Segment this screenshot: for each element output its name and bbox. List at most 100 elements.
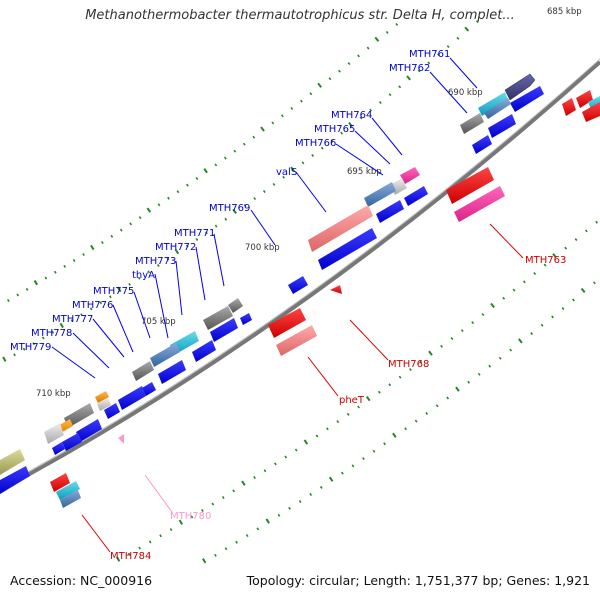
label-mth762[interactable]: MTH762 <box>389 63 430 74</box>
tick-mark <box>211 502 215 506</box>
tick-mark <box>59 322 64 329</box>
label-mth784[interactable]: MTH784 <box>110 551 151 562</box>
gene-mth762-b[interactable] <box>484 98 511 119</box>
tick-mark <box>533 272 537 275</box>
tick-mark <box>475 20 479 24</box>
tick-mark <box>414 419 418 423</box>
label-mth763[interactable]: MTH763 <box>525 255 566 266</box>
tick-mark <box>235 540 238 544</box>
gene-mth763[interactable] <box>446 167 494 204</box>
gene-phet[interactable] <box>268 308 306 338</box>
label-mth769[interactable]: MTH769 <box>209 203 250 214</box>
gene-mth778[interactable] <box>104 403 120 419</box>
gene-mth777[interactable] <box>118 386 146 410</box>
label-mth778[interactable]: MTH778 <box>31 328 72 339</box>
tick-mark <box>336 420 340 424</box>
gene-mth771-b[interactable] <box>240 313 252 325</box>
gene-mth772[interactable] <box>203 306 233 330</box>
tick-mark <box>543 263 547 267</box>
tick-mark <box>340 131 344 135</box>
gene-vals[interactable] <box>308 205 373 252</box>
tick-mark <box>464 26 470 32</box>
gene-blue-710-b[interactable] <box>62 433 82 451</box>
label-mth779[interactable]: MTH779 <box>10 342 51 353</box>
gene-blue-690-b[interactable] <box>472 135 492 154</box>
tick-mark <box>185 244 189 248</box>
gene-mth761-b[interactable] <box>510 86 544 112</box>
gene-mth775[interactable] <box>132 361 154 381</box>
gene-mth769[interactable] <box>288 276 308 294</box>
gene-gray-710-a[interactable] <box>64 403 94 428</box>
gene-mth780[interactable] <box>118 434 124 444</box>
label-mth775[interactable]: MTH775 <box>93 286 134 297</box>
tick-mark <box>157 264 160 268</box>
tick-mark <box>530 332 534 336</box>
gene-red-edge-b[interactable] <box>576 90 593 108</box>
gene-mth766[interactable] <box>364 182 396 207</box>
gene-mth784-c[interactable] <box>60 490 81 508</box>
label-phet[interactable]: pheT <box>339 395 365 406</box>
label-mth764[interactable]: MTH764 <box>331 110 372 121</box>
gene-blue-690-a[interactable] <box>488 114 516 138</box>
tick-mark <box>446 396 450 400</box>
gene-blue-705-c[interactable] <box>158 360 186 384</box>
gene-olive-edge[interactable] <box>0 449 25 475</box>
label-mth773[interactable]: MTH773 <box>135 256 176 267</box>
tick-mark <box>241 480 246 486</box>
tick-mark <box>137 276 141 280</box>
gene-light-710[interactable] <box>44 423 64 444</box>
gene-mth764[interactable] <box>400 167 420 184</box>
gene-blue-695-a[interactable] <box>404 186 428 206</box>
gene-mth784-b[interactable] <box>56 481 80 500</box>
tick-mark <box>404 427 408 431</box>
tick-mark <box>253 476 256 480</box>
tick-mark <box>425 412 429 415</box>
gene-phet-b[interactable] <box>276 325 317 356</box>
tick-mark <box>157 203 161 207</box>
tick-mark <box>32 342 35 346</box>
label-mth766[interactable]: MTH766 <box>295 138 336 149</box>
tick-mark <box>317 82 322 88</box>
gene-red-edge-c[interactable] <box>582 102 600 122</box>
gene-mth768[interactable] <box>330 285 342 294</box>
gene-blue-edge[interactable] <box>0 466 30 494</box>
gene-thya[interactable] <box>150 343 180 367</box>
tick-mark <box>572 298 575 302</box>
gene-blue-705-a[interactable] <box>210 318 238 342</box>
gene-mth779[interactable] <box>95 391 109 403</box>
gene-mth784[interactable] <box>50 473 70 492</box>
gene-mth761[interactable] <box>504 73 536 101</box>
gene-mth763-b[interactable] <box>454 186 505 222</box>
gene-mth771[interactable] <box>228 298 243 313</box>
label-mth761[interactable]: MTH761 <box>409 49 450 60</box>
label-vals[interactable]: valS <box>276 167 297 178</box>
tick-mark <box>205 231 208 235</box>
tick-mark <box>63 264 67 268</box>
gene-blue-710-c[interactable] <box>52 442 65 455</box>
label-thya[interactable]: thyA <box>132 270 155 281</box>
gene-blue-695-b[interactable] <box>376 200 404 223</box>
gene-blue-710-a[interactable] <box>76 419 102 442</box>
label-mth776[interactable]: MTH776 <box>72 300 113 311</box>
gene-mth776[interactable] <box>142 382 156 396</box>
tick-mark <box>242 142 246 146</box>
gene-mth779-b[interactable] <box>97 398 111 411</box>
label-mth772[interactable]: MTH772 <box>155 242 196 253</box>
label-mth777[interactable]: MTH777 <box>52 314 93 325</box>
label-mth768[interactable]: MTH768 <box>388 359 429 370</box>
tick-mark <box>186 183 189 187</box>
tick-mark <box>298 499 302 503</box>
tick-mark <box>595 220 599 224</box>
label-mth771[interactable]: MTH771 <box>174 228 215 239</box>
gene-red-edge[interactable] <box>562 98 576 116</box>
tick-mark <box>309 92 313 96</box>
label-mth780[interactable]: MTH780 <box>170 511 211 522</box>
label-mth765[interactable]: MTH765 <box>314 124 355 135</box>
accession-text: Accession: NC_000916 <box>10 573 153 588</box>
gene-mth762[interactable] <box>478 92 508 116</box>
tick-mark <box>169 528 173 532</box>
gene-labels-bottom: MTH763 MTH768 pheT MTH780 MTH784 <box>110 255 566 562</box>
gene-gray-690[interactable] <box>460 113 484 134</box>
gene-blue-valS[interactable] <box>318 228 377 270</box>
gene-blue-705-b[interactable] <box>192 340 216 362</box>
